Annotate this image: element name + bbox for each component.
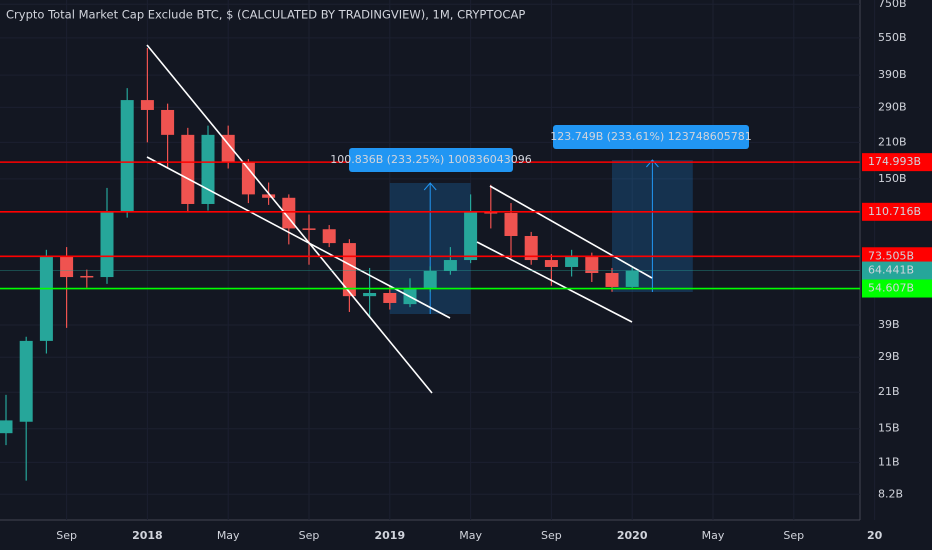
y-tick-label: 11B: [878, 455, 900, 468]
candle-body: [443, 260, 457, 271]
price-label-box: [862, 247, 932, 266]
y-tick-label: 21B: [878, 385, 900, 398]
x-tick-label: 2018: [132, 529, 163, 542]
candle-body: [302, 228, 316, 230]
trend-line: [146, 156, 451, 319]
candle-body: [544, 260, 558, 267]
candle-body: [120, 100, 134, 212]
price-label: 110.716B: [868, 205, 921, 218]
measure-label: 123.749B (233.61%) 123748605781: [550, 130, 752, 143]
chart-title: Crypto Total Market Cap Exclude BTC, $ (…: [6, 8, 525, 22]
measure-boxes: [389, 159, 693, 314]
candle-body: [484, 212, 498, 214]
candle-body: [262, 194, 276, 198]
measure-arrowhead: [646, 159, 659, 168]
x-tick-label: Sep: [299, 529, 320, 542]
price-label: 54.607B: [868, 282, 914, 295]
candle-body: [585, 257, 599, 274]
candle-body: [363, 292, 377, 297]
x-tick-label: 2020: [617, 529, 648, 542]
y-tick-label: 290B: [878, 100, 907, 113]
measure-label-box: [553, 125, 749, 149]
price-label-box: [862, 261, 932, 280]
measure-label-box: [349, 148, 513, 172]
candle-body: [100, 211, 114, 278]
y-tick-label: 39B: [878, 318, 900, 331]
candle-body: [464, 212, 478, 261]
y-tick-label: 750B: [878, 0, 907, 10]
price-label-box: [862, 279, 932, 298]
y-tick-label: 390B: [878, 68, 907, 81]
x-tick-label: 20: [867, 529, 883, 542]
x-tick-label: May: [217, 529, 240, 542]
trend-line: [476, 241, 633, 323]
candle-body: [524, 235, 538, 261]
candle-body: [39, 256, 53, 341]
y-tick-label: 29B: [878, 350, 900, 363]
candle-body: [504, 213, 518, 236]
trend-line: [489, 185, 653, 279]
candle-body: [322, 229, 336, 244]
trend-lines: [146, 44, 653, 394]
y-tick-label: 550B: [878, 31, 907, 44]
x-tick-label: Sep: [541, 529, 562, 542]
price-label: 174.993B: [868, 155, 921, 168]
candle-body: [161, 109, 175, 135]
candle-body: [201, 134, 215, 204]
x-tick-label: Sep: [783, 529, 804, 542]
measure-label: 100.836B (233.25%) 100836043096: [330, 153, 532, 166]
candle-body: [0, 420, 13, 434]
y-tick-label: 210B: [878, 135, 907, 148]
candle-body: [565, 257, 579, 267]
candle-body: [80, 275, 94, 278]
candle-body: [625, 270, 639, 287]
candle-body: [383, 292, 397, 303]
price-label-box: [862, 153, 932, 172]
y-tick-label: 150B: [878, 172, 907, 185]
candle-body: [140, 100, 154, 110]
x-tick-label: May: [702, 529, 725, 542]
y-tick-label: 15B: [878, 422, 900, 435]
measure-arrowhead: [423, 182, 437, 191]
candle-body: [181, 134, 195, 204]
candle-body: [282, 197, 296, 229]
price-label-box: [862, 202, 932, 221]
x-tick-label: May: [459, 529, 482, 542]
candle-body: [19, 340, 33, 422]
candle-body: [60, 256, 74, 278]
candles: [0, 47, 639, 481]
candle-body: [241, 162, 255, 195]
x-tick-label: 2019: [374, 529, 405, 542]
y-tick-label: 8.2B: [878, 487, 903, 500]
candle-body: [423, 270, 437, 288]
price-label: 73.505B: [868, 249, 914, 262]
trend-line: [146, 44, 433, 394]
x-tick-label: Sep: [56, 529, 77, 542]
candle-body: [605, 273, 619, 287]
price-label: 64.441B: [868, 264, 914, 277]
candle-body: [221, 134, 235, 163]
